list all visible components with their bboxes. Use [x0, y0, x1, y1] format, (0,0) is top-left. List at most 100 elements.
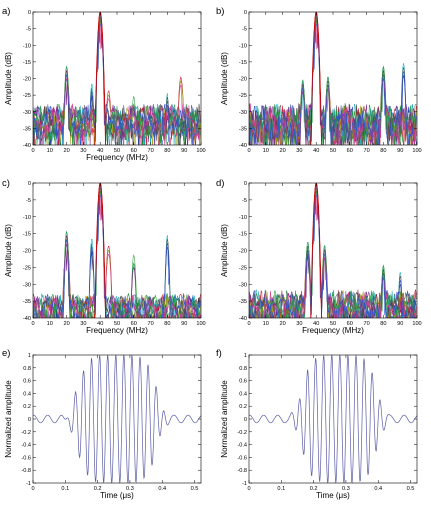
x-tick-label: 0.2	[310, 486, 318, 492]
panel-1: 0 10 20 30 40 50 60 70 80 90 100 0 -5 -10 -15 -20 -25 -30…	[216, 6, 422, 154]
y-tick-label: 0	[28, 181, 31, 187]
y-tick-label: -10	[23, 43, 31, 49]
y-tick-label: -35	[23, 126, 31, 132]
x-tick-label: 60	[347, 321, 353, 327]
y-tick-label: -30	[239, 282, 247, 288]
x-tick-label: 10	[263, 321, 269, 327]
x-tick-label: 100	[196, 321, 205, 327]
x-tick-label: 0	[247, 486, 250, 492]
x-tick-label: 20	[63, 321, 69, 327]
x-tick-label: 0.5	[191, 486, 199, 492]
plot-area	[33, 355, 201, 483]
x-tick-label: 70	[363, 148, 369, 154]
y-tick-label: -1	[26, 481, 31, 487]
y-tick-label: -0.2	[237, 430, 247, 436]
spectrum-series	[35, 190, 201, 318]
panel-4: 0 0.1 0.2 0.3 0.4 0.5 1 0.8 0.6 0.4 0.2 0 -0.2 -0.4 -0…	[2, 348, 202, 500]
y-tick-label: -0.2	[21, 430, 31, 436]
y-tick-label: 0	[244, 10, 247, 16]
spectrum-series	[249, 195, 417, 318]
y-tick-label: -35	[239, 299, 247, 305]
y-tick-label: 0.6	[239, 379, 247, 385]
x-tick-label: 80	[380, 321, 386, 327]
y-tick-label: 0.4	[23, 391, 31, 397]
x-tick-label: 0	[31, 321, 34, 327]
y-tick-label: -1	[242, 481, 247, 487]
panel-3: 0 10 20 30 40 50 60 70 80 90 100 0 -5 -10 -15 -20 -25 -30…	[216, 178, 422, 335]
y-tick-label: 0.8	[239, 366, 247, 372]
x-tick-label: 60	[131, 148, 137, 154]
x-tick-label: 90	[397, 321, 403, 327]
x-tick-label: 20	[63, 148, 69, 154]
y-tick-label: -30	[23, 110, 31, 116]
y-tick-label: 0	[28, 10, 31, 16]
x-tick-label: 80	[164, 321, 170, 327]
x-tick-label: 10	[263, 148, 269, 154]
panel-label: e)	[2, 348, 10, 359]
plot-area	[33, 183, 201, 318]
x-tick-label: 0.1	[277, 486, 285, 492]
x-tick-label: 90	[181, 148, 187, 154]
y-axis-label: Amplitude (dB)	[220, 224, 229, 277]
y-tick-label: -0.4	[21, 443, 31, 449]
spectrum-series	[33, 191, 200, 318]
y-tick-label: -15	[23, 60, 31, 66]
x-tick-label: 50	[330, 148, 336, 154]
y-axis-label: Amplitude (dB)	[4, 52, 13, 105]
panel-label: d)	[216, 178, 224, 189]
main-lobe-line	[309, 183, 323, 318]
x-tick-label: 60	[131, 321, 137, 327]
x-tick-label: 100	[412, 148, 421, 154]
y-tick-label: -30	[23, 282, 31, 288]
y-tick-label: -35	[239, 126, 247, 132]
y-tick-label: 0.4	[239, 391, 247, 397]
panel-0: 0 10 20 30 40 50 60 70 80 90 100 0 -5 -10 -15 -20 -25 -30…	[2, 6, 206, 162]
y-tick-label: 0	[28, 417, 31, 423]
waveform-line	[249, 355, 417, 483]
x-tick-label: 80	[380, 148, 386, 154]
y-tick-label: 1	[244, 353, 247, 359]
main-lobe-line	[93, 183, 107, 318]
y-tick-label: -5	[242, 198, 247, 204]
y-axis-label: Amplitude (dB)	[220, 52, 229, 105]
x-tick-label: 0.4	[374, 486, 382, 492]
x-tick-label: 0.4	[158, 486, 166, 492]
waveform-line	[33, 355, 201, 483]
x-tick-label: 0.3	[342, 486, 350, 492]
y-tick-label: -5	[242, 27, 247, 33]
x-tick-label: 0	[31, 148, 34, 154]
x-tick-label: 0.2	[94, 486, 102, 492]
y-tick-label: -0.8	[21, 468, 31, 474]
panel-5: 0 0.1 0.2 0.3 0.4 0.5 1 0.8 0.6 0.4 0.2 0 -0.2 -0.4 -0…	[216, 348, 418, 500]
x-tick-label: 10	[47, 148, 53, 154]
x-tick-label: 50	[330, 321, 336, 327]
y-tick-label: -25	[23, 265, 31, 271]
y-tick-label: -0.4	[237, 443, 247, 449]
y-tick-label: 0.2	[23, 404, 31, 410]
y-tick-label: -35	[23, 299, 31, 305]
x-tick-label: 70	[147, 148, 153, 154]
plot-area	[249, 12, 417, 145]
y-tick-label: 0	[244, 417, 247, 423]
spectrum-series	[249, 188, 417, 318]
main-lobe-line	[93, 12, 107, 145]
plot-area	[33, 12, 201, 145]
y-tick-label: -25	[239, 93, 247, 99]
y-tick-label: -0.6	[237, 455, 247, 461]
x-tick-label: 30	[80, 148, 86, 154]
x-tick-label: 40	[313, 321, 319, 327]
spectrum-series	[33, 23, 201, 145]
spectrum-series	[33, 194, 201, 318]
main-lobe-line	[309, 12, 323, 145]
spectrum-series	[249, 194, 417, 318]
x-tick-label: 30	[296, 148, 302, 154]
y-tick-label: -25	[239, 265, 247, 271]
x-tick-label: 90	[397, 148, 403, 154]
x-tick-label: 0	[247, 321, 250, 327]
x-tick-label: 0	[247, 148, 250, 154]
y-tick-label: 0.8	[23, 366, 31, 372]
spectrum-series	[33, 186, 201, 318]
x-tick-label: 90	[181, 321, 187, 327]
panel-label: b)	[216, 6, 224, 17]
